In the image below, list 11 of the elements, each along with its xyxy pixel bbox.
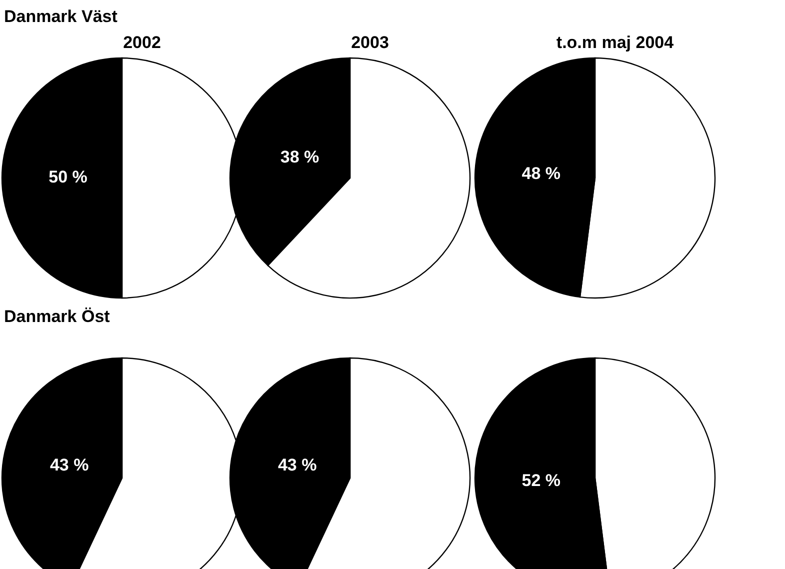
chart-title: 2003 [351, 33, 389, 52]
chart-title: t.o.m maj 2004 [556, 33, 674, 52]
data-label: 48 % [522, 164, 560, 184]
data-label: 43 % [50, 456, 89, 475]
text: Danmark Väst [4, 7, 118, 26]
data-label: 43 % [278, 456, 317, 475]
data-label: 38 % [280, 148, 320, 167]
data-label: 50 % [48, 167, 88, 186]
data-label: 52 % [522, 470, 560, 490]
text: Danmark Öst [4, 307, 110, 326]
chart-title: 2002 [123, 33, 161, 52]
